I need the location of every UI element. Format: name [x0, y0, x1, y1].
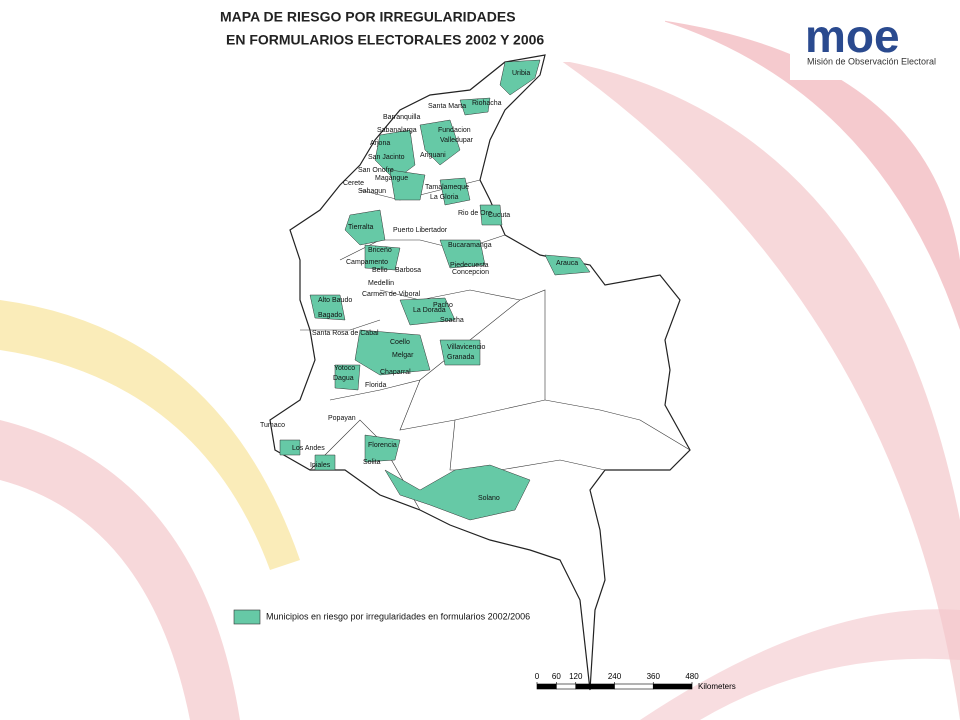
place-label: Riohacha: [472, 100, 502, 107]
place-label: San Jacinto: [368, 154, 405, 161]
place-label: Tierralta: [348, 224, 374, 231]
place-label: Bagado: [318, 312, 342, 319]
place-label: La Dorada: [413, 307, 446, 314]
place-label: Alto Baudo: [318, 297, 352, 304]
place-label: Piedecuesta: [450, 262, 489, 269]
place-label: San Onofre: [358, 167, 394, 174]
logo-box: [790, 0, 960, 80]
place-label: Yotoco: [334, 365, 355, 372]
scale-tick-label: 0: [535, 672, 540, 681]
place-label: Bello: [372, 267, 388, 274]
place-label: Valledupar: [440, 137, 474, 144]
swoosh: [560, 60, 960, 720]
swoosh: [640, 609, 960, 720]
place-label: Uribia: [512, 70, 530, 77]
place-label: Chaparral: [380, 369, 411, 376]
place-label: Concepcion: [452, 269, 489, 276]
place-label: Los Andes: [292, 445, 325, 452]
place-label: Magangue: [375, 175, 408, 182]
place-label: La Gloria: [430, 194, 459, 201]
place-label: Fundacion: [438, 127, 471, 134]
scale-segment: [556, 683, 577, 690]
place-label: Cucuta: [488, 212, 510, 219]
place-label: Cerete: [343, 180, 364, 187]
logo-name: Misión de Observación Electoral: [807, 56, 936, 66]
place-label: Solano: [478, 495, 500, 502]
place-label: Florida: [365, 382, 387, 389]
swoosh: [0, 300, 300, 570]
place-label: Sahagun: [358, 188, 386, 195]
place-label: Florencia: [368, 442, 397, 449]
place-label: Ipiales: [310, 462, 331, 469]
place-label: Dagua: [333, 375, 354, 382]
place-label: Bucaramanga: [448, 242, 492, 249]
place-label: Villavicencio: [447, 344, 485, 351]
place-label: Ariguani: [420, 152, 446, 159]
title-box: [210, 0, 665, 62]
risk-areas: [279, 59, 591, 521]
place-label: Santa Rosa de Cabal: [312, 330, 379, 337]
logo-wordmark: moe: [805, 10, 900, 62]
title: MAPA DE RIESGO POR IRREGULARIDADES: [220, 9, 516, 25]
legend-swatch: [233, 609, 261, 625]
place-label: Medellin: [368, 280, 394, 287]
place-label: Briceño: [368, 247, 392, 254]
place-label: Santa Marta: [428, 103, 466, 110]
place-label: Tamalameque: [425, 184, 469, 191]
place-label: Barbosa: [395, 267, 421, 274]
place-label: Barranquilla: [383, 114, 420, 121]
country-outline: [269, 54, 691, 691]
legend-label: Municipios en riesgo por irregularidades…: [266, 611, 530, 621]
place-label: Campamento: [346, 259, 388, 266]
scale-segment: [575, 683, 615, 690]
swoosh: [660, 20, 960, 330]
scale-tick-label: 60: [552, 672, 561, 681]
place-label: Rio de Oro: [458, 210, 492, 217]
place-label: Coello: [390, 339, 410, 346]
scale-segment: [536, 683, 557, 690]
swoosh: [0, 420, 240, 720]
place-label: Carmen de Viboral: [362, 291, 421, 298]
place-label: Granada: [447, 354, 474, 361]
place-label: Soacha: [440, 317, 464, 324]
scale-unit: Kilometers: [698, 682, 736, 691]
place-labels: Uribia Santa Marta Riohacha Barranquilla Fun…: [260, 70, 578, 502]
place-label: Tumaco: [260, 422, 285, 429]
place-label: Puerto Libertador: [393, 227, 448, 234]
place-label: Pacho: [433, 302, 453, 309]
scale-tick-label: 480: [685, 672, 699, 681]
scale-tick-label: 240: [608, 672, 622, 681]
place-label: Popayan: [328, 415, 356, 422]
scale-segment: [652, 683, 693, 690]
scale-tick-label: 360: [647, 672, 661, 681]
place-label: Arjona: [370, 140, 390, 147]
title: EN FORMULARIOS ELECTORALES 2002 Y 2006: [226, 32, 544, 48]
place-label: Sabanalarga: [377, 127, 417, 134]
scale-segment: [614, 683, 654, 690]
scale-tick-label: 120: [569, 672, 583, 681]
place-label: Melgar: [392, 352, 414, 359]
place-label: Arauca: [556, 260, 578, 267]
place-label: Solita: [363, 459, 381, 466]
